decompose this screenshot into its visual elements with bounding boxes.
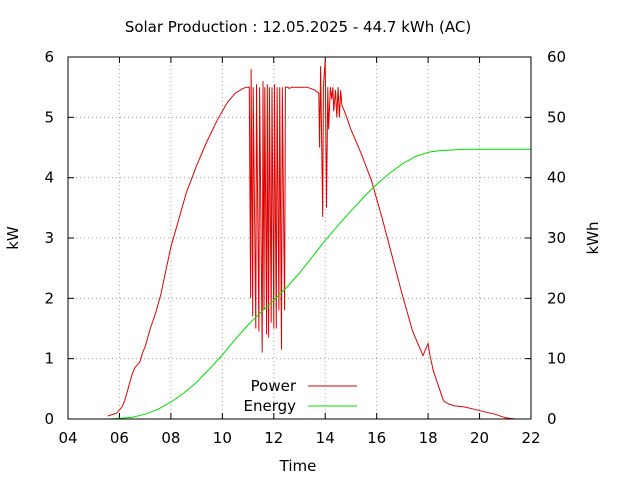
x-tick-label: 10 bbox=[213, 429, 232, 447]
y2-tick-label: 20 bbox=[547, 289, 566, 307]
chart-title: Solar Production : 12.05.2025 - 44.7 kWh… bbox=[125, 18, 471, 36]
y2-tick-label: 10 bbox=[547, 350, 566, 368]
x-tick-labels: 04 06 08 10 12 14 16 18 20 22 bbox=[58, 429, 540, 447]
legend-label-energy: Energy bbox=[243, 397, 296, 415]
x-tick-label: 18 bbox=[419, 429, 438, 447]
y-tick-label: 5 bbox=[44, 108, 54, 126]
x-tick-label: 08 bbox=[161, 429, 180, 447]
legend: Power Energy bbox=[243, 377, 357, 415]
y-tick-label: 4 bbox=[44, 169, 54, 187]
y-tick-label: 3 bbox=[44, 229, 54, 247]
y-tick-label: 2 bbox=[44, 289, 54, 307]
legend-label-power: Power bbox=[251, 377, 297, 395]
y2-tick-labels: 0 10 20 30 40 50 60 bbox=[547, 48, 566, 428]
series-lines bbox=[107, 59, 531, 420]
y-tick-label: 1 bbox=[44, 350, 54, 368]
x-axis-label: Time bbox=[279, 457, 317, 475]
x-tick-label: 06 bbox=[110, 429, 129, 447]
y-tick-labels: 0 1 2 3 4 5 6 bbox=[44, 48, 54, 428]
x-tick-label: 12 bbox=[264, 429, 283, 447]
y2-axis-label: kWh bbox=[584, 221, 602, 254]
y-tick-label: 0 bbox=[44, 410, 54, 428]
x-tick-label: 16 bbox=[367, 429, 386, 447]
y2-tick-label: 50 bbox=[547, 108, 566, 126]
y2-tick-label: 0 bbox=[547, 410, 557, 428]
y-axis-label: kW bbox=[4, 226, 22, 250]
series-power-line bbox=[107, 59, 516, 420]
x-tick-label: 20 bbox=[470, 429, 489, 447]
plot-frame bbox=[67, 56, 532, 420]
x-tick-label: 04 bbox=[58, 429, 77, 447]
x-tick-label: 22 bbox=[521, 429, 540, 447]
y2-tick-label: 40 bbox=[547, 169, 566, 187]
x-tick-label: 14 bbox=[316, 429, 335, 447]
y2-tick-label: 30 bbox=[547, 229, 566, 247]
y-tick-label: 6 bbox=[44, 48, 54, 66]
y2-tick-label: 60 bbox=[547, 48, 566, 66]
series-energy-line bbox=[107, 148, 531, 420]
